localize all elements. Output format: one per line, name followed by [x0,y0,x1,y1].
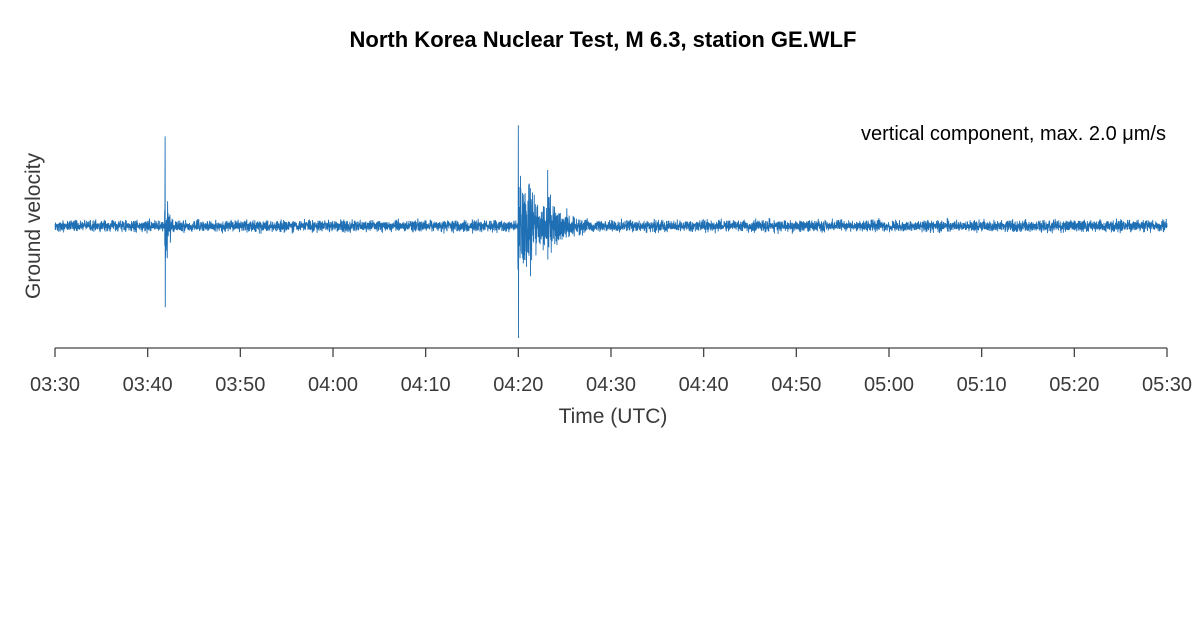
x-tick-label: 04:20 [493,374,543,396]
x-tick-label: 05:20 [1049,374,1099,396]
chart-title: North Korea Nuclear Test, M 6.3, station… [350,27,857,52]
x-tick-label: 04:40 [679,374,729,396]
x-tick-label: 04:30 [586,374,636,396]
x-tick-label: 05:10 [957,374,1007,396]
x-axis-ticks: 03:30 03:40 03:50 04:00 04:10 04:20 04:30 04:40… [30,348,1192,396]
annotation-prefix: vertical component, max. 2.0 [861,123,1122,145]
x-tick-label: 04:10 [401,374,451,396]
velocity-series-line [54,125,1168,339]
x-tick-label: 05:30 [1142,374,1192,396]
x-axis-label: Time (UTC) [559,405,668,428]
y-axis-label: Ground velocity [22,153,45,299]
waveform-trace [54,125,1168,339]
x-tick-label: 03:30 [30,374,80,396]
x-tick-label: 03:50 [215,374,265,396]
x-tick-label: 04:50 [771,374,821,396]
x-tick-label: 04:00 [308,374,358,396]
x-tick-label: 03:40 [123,374,173,396]
x-tick-label: 05:00 [864,374,914,396]
max-velocity-annotation: vertical component, max. 2.0 μm/s [861,123,1166,145]
annotation-unit: μm/s [1122,123,1166,145]
